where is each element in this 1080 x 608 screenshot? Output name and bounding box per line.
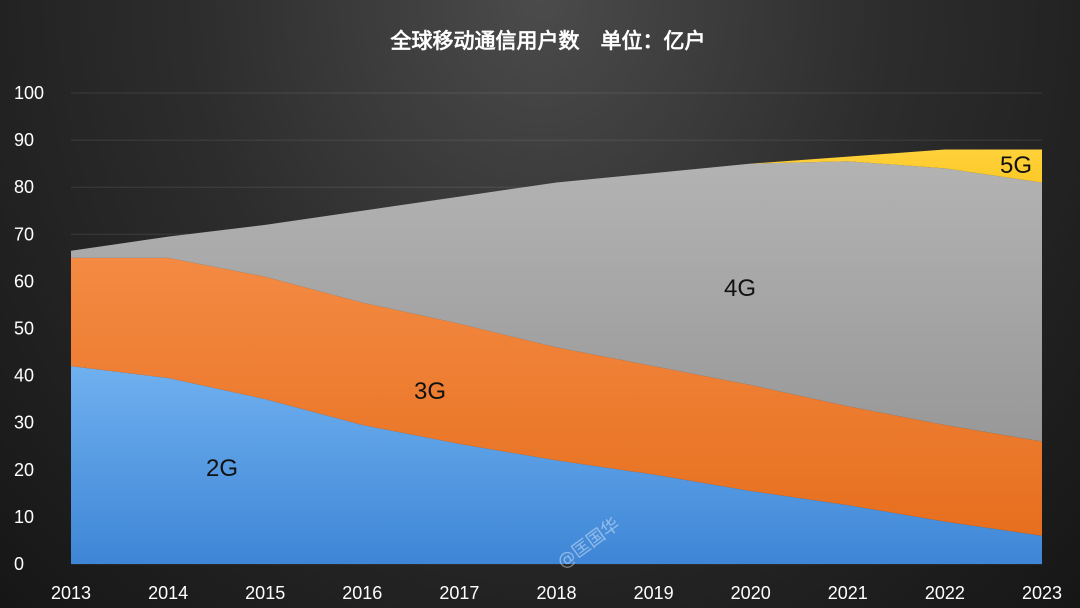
x-tick-label: 2022 — [925, 583, 965, 603]
x-tick-label: 2019 — [634, 583, 674, 603]
chart-title: 全球移动通信用户数 单位：亿户 — [390, 29, 706, 53]
x-tick-label: 2023 — [1022, 583, 1062, 603]
y-tick-label: 60 — [14, 271, 34, 291]
y-tick-label: 70 — [14, 224, 34, 244]
area-labels: 2G 3G 4G 5G — [206, 152, 1032, 482]
x-tick-label: 2021 — [828, 583, 868, 603]
area-label-3g: 3G — [414, 378, 446, 405]
y-tick-label: 100 — [14, 83, 44, 103]
area-series-4g — [71, 161, 1042, 442]
y-tick-label: 40 — [14, 366, 34, 386]
area-series-5g — [71, 149, 1042, 251]
area-series — [71, 149, 1042, 564]
x-tick-label: 2018 — [536, 583, 576, 603]
y-tick-label: 50 — [14, 319, 34, 339]
area-label-2g: 2G — [206, 455, 238, 482]
y-tick-label: 10 — [14, 507, 34, 527]
y-tick-label: 80 — [14, 177, 34, 197]
y-tick-label: 0 — [14, 554, 24, 574]
area-series-2g — [71, 366, 1042, 564]
area-series-3g — [71, 257, 1042, 536]
y-tick-label: 20 — [14, 460, 34, 480]
x-tick-label: 2020 — [731, 583, 771, 603]
y-tick-label: 90 — [14, 130, 34, 150]
x-tick-label: 2016 — [342, 583, 382, 603]
area-label-4g: 4G — [724, 275, 756, 302]
x-tick-label: 2017 — [439, 583, 479, 603]
axes: 0 10 20 30 40 50 60 70 80 90 100 2013 2014 2015 2016 20… — [14, 83, 1062, 603]
y-tick-label: 30 — [14, 413, 34, 433]
x-tick-label: 2013 — [51, 583, 91, 603]
x-tick-label: 2014 — [148, 583, 188, 603]
area-label-5g: 5G — [1000, 152, 1032, 179]
x-tick-label: 2015 — [245, 583, 285, 603]
